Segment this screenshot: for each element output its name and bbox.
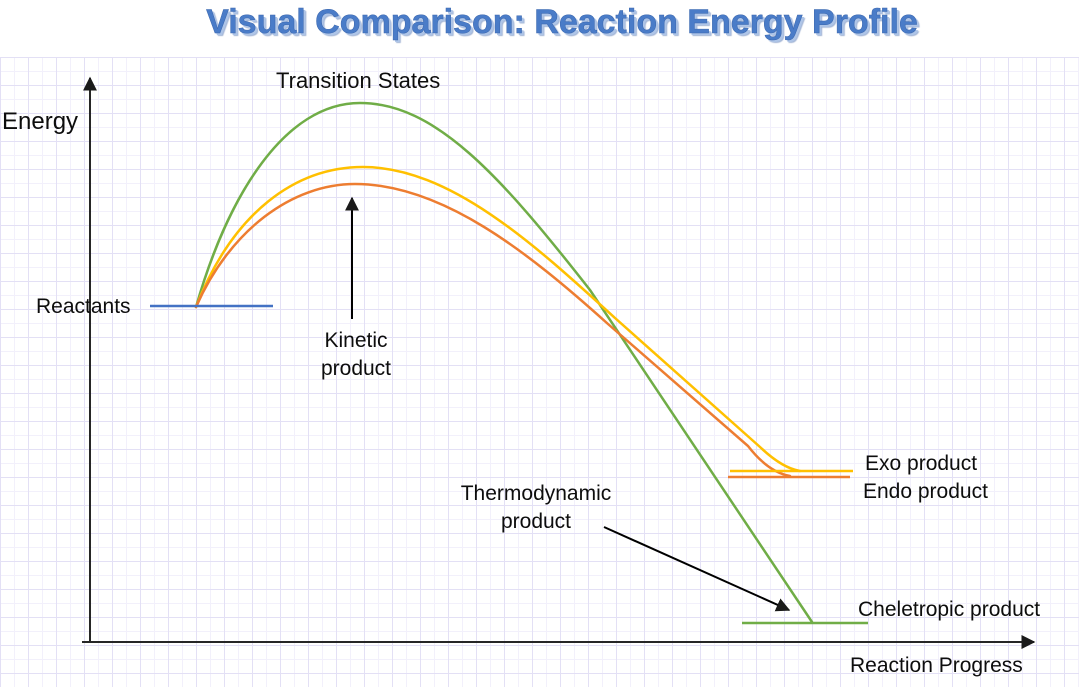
cheletropic-curve — [194, 101, 814, 624]
cheletropic-product-label: Cheletropic product — [858, 598, 1041, 621]
kinetic-product-label: Kinetic product — [320, 329, 392, 380]
endo-product-label: Endo product — [863, 480, 988, 503]
exo-curve — [194, 165, 802, 473]
thermodynamic-product-arrow — [603, 526, 791, 612]
y-axis-label: Energy — [2, 108, 79, 135]
transition-states-label: Transition States — [276, 68, 441, 93]
page-title: Visual Comparison: Reaction Energy Profi… — [206, 3, 918, 42]
graph-paper-background — [0, 57, 1079, 687]
exo-product-label: Exo product — [865, 452, 978, 475]
thermodynamic-product-label: Thermodynamic product — [460, 482, 612, 533]
endo-curve — [194, 182, 792, 478]
reactants-label: Reactants — [36, 295, 131, 318]
x-axis-label: Reaction Progress — [850, 654, 1023, 677]
